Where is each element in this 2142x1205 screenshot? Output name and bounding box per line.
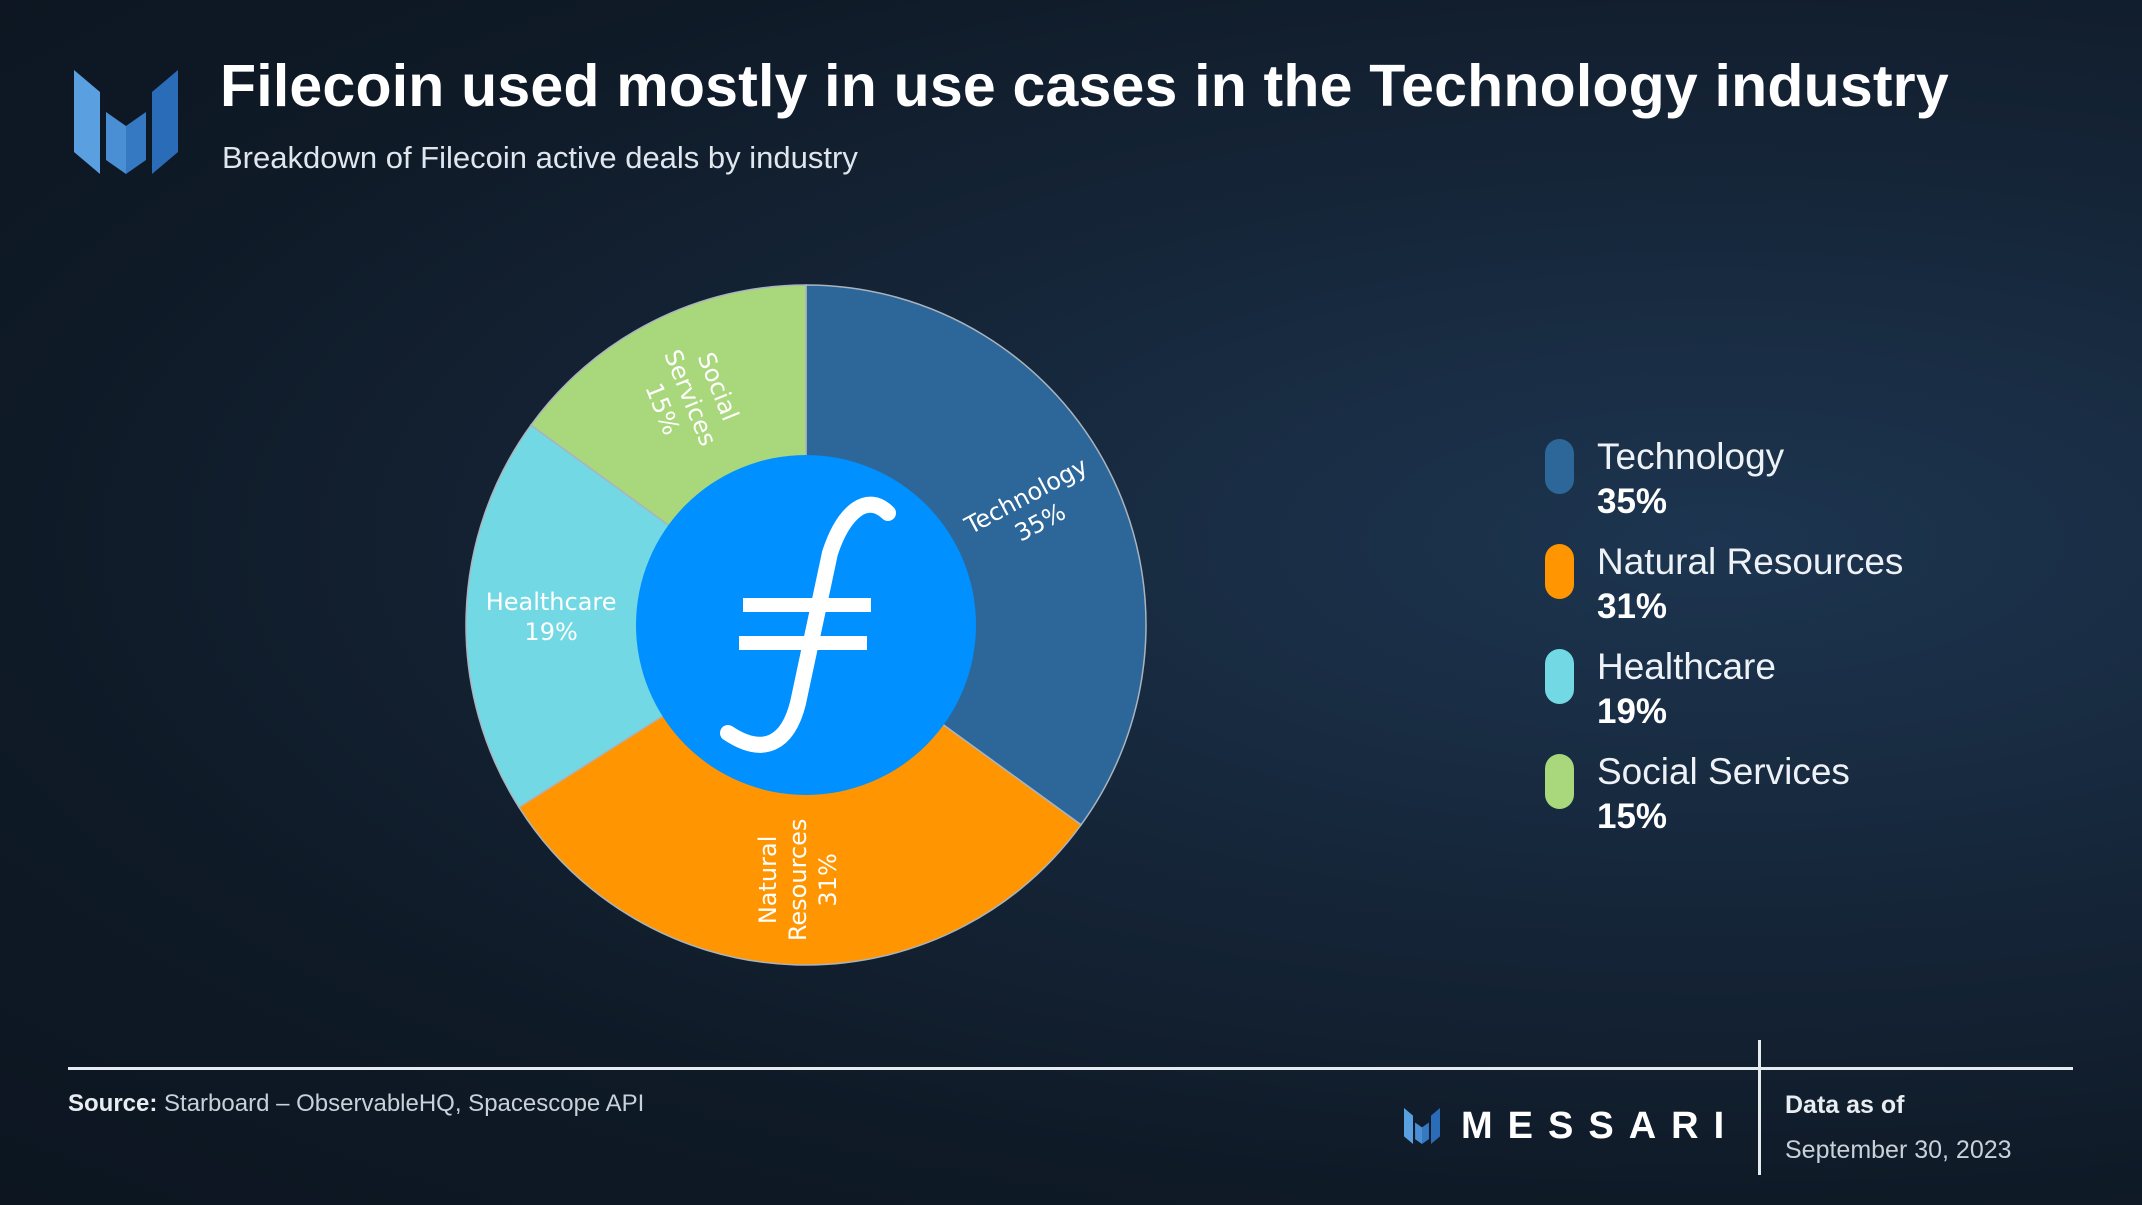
legend-label: Social Services <box>1597 751 1850 792</box>
source-label: Source: <box>68 1090 158 1117</box>
messari-brand: MESSARI <box>1403 1104 1740 1147</box>
footer-divider <box>68 1067 2073 1070</box>
data-as-of-date: September 30, 2023 <box>1785 1136 2012 1164</box>
legend-value: 19% <box>1597 692 1668 731</box>
legend-value: 15% <box>1597 797 1668 836</box>
brand-wordmark: MESSARI <box>1461 1104 1740 1147</box>
pie-slice-technology <box>805 284 1147 826</box>
messari-mark-icon <box>1404 1108 1440 1144</box>
page-title: Filecoin used mostly in use cases in the… <box>220 53 1949 119</box>
legend-value: 35% <box>1597 482 1668 521</box>
pie-slice-natural-resources <box>517 624 1083 966</box>
slice-label-healthcare: Healthcare 19% <box>486 588 617 646</box>
legend-label: Technology <box>1597 436 1785 477</box>
filecoin-logo-icon <box>720 496 896 753</box>
center-disc <box>636 455 976 795</box>
legend-swatch <box>1545 754 1574 809</box>
legend-swatch <box>1545 544 1574 599</box>
legend-label: Healthcare <box>1597 646 1776 687</box>
source-text: Starboard – ObservableHQ, Spacescope API <box>164 1090 645 1117</box>
legend-swatch <box>1545 649 1574 704</box>
messari-logo-icon <box>74 70 178 174</box>
pie-slice-healthcare <box>465 424 808 809</box>
legend-value: 31% <box>1597 587 1668 626</box>
footer-vertical-divider <box>1758 1040 1761 1175</box>
data-as-of-label: Data as of <box>1785 1091 1905 1119</box>
legend-label: Natural Resources <box>1597 541 1904 582</box>
legend-swatch <box>1545 439 1574 494</box>
slice-label-natural-resources: NaturalResources31% <box>754 819 842 942</box>
source-note: Source: Starboard – ObservableHQ, Spaces… <box>68 1090 644 1118</box>
page-subtitle: Breakdown of Filecoin active deals by in… <box>222 140 858 175</box>
